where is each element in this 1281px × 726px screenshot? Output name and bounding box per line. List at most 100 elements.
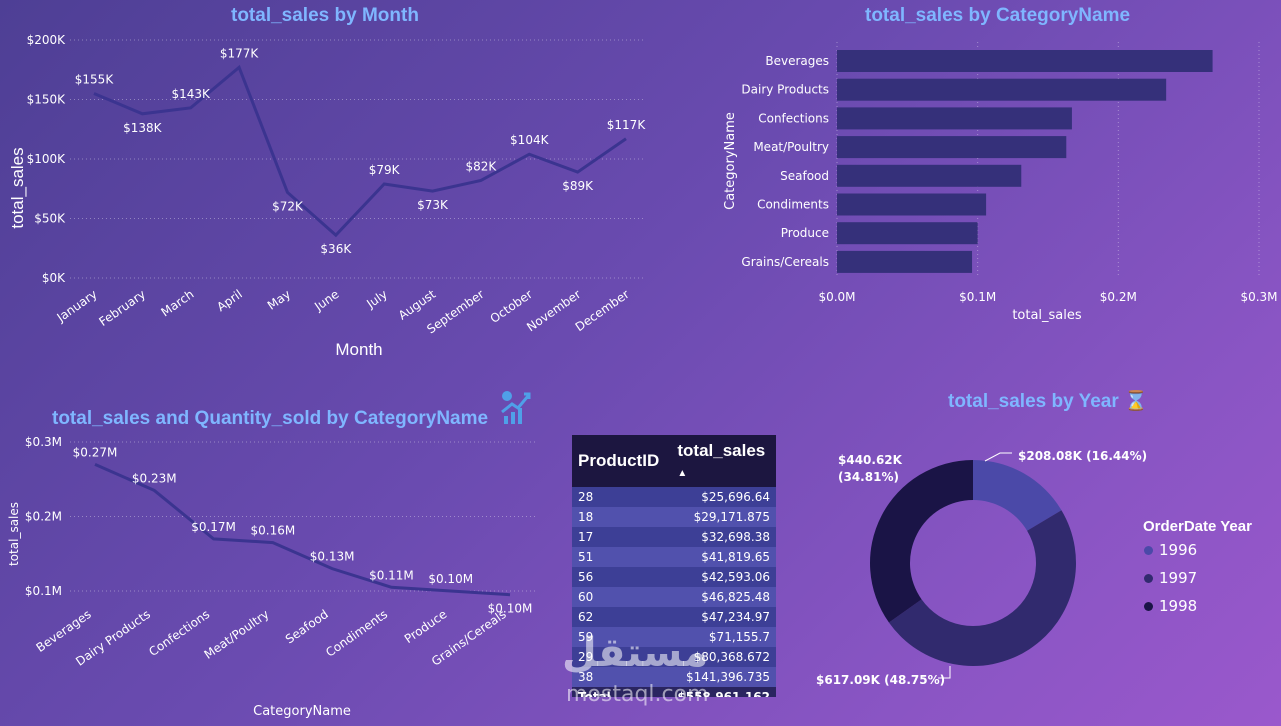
- catqty-series-line: [94, 462, 511, 597]
- legend-item-1997[interactable]: 1997: [1144, 569, 1197, 587]
- catqty-chart-title: total_sales and Quantity_sold by Categor…: [52, 408, 489, 429]
- chart-growth-icon: [498, 388, 532, 430]
- cell-total-sales: $29,171.875: [671, 507, 776, 527]
- table-row[interactable]: 60 $46,825.48: [572, 587, 776, 607]
- cell-productid: 51: [572, 547, 672, 567]
- y-axis-title: total_sales: [8, 147, 27, 228]
- cell-total-sales: $141,396.735: [671, 667, 776, 687]
- column-header-total-sales[interactable]: total_sales ▲: [671, 435, 776, 487]
- y-tick-label: $100K: [27, 152, 67, 166]
- total-value: $558,961.162: [671, 687, 776, 697]
- product-sales-table: ProductID total_sales ▲ 28 $25,696.64 18 $2…: [572, 435, 776, 697]
- table-row[interactable]: 38 $141,396.735: [572, 667, 776, 687]
- x-tick-label: March: [158, 287, 196, 319]
- cell-total-sales: $25,696.64: [671, 487, 776, 507]
- month-series-line: [93, 64, 627, 238]
- table-row[interactable]: 51 $41,819.65: [572, 547, 776, 567]
- cell-productid: 62: [572, 607, 672, 627]
- y-tick-label: $0.2M: [25, 510, 62, 524]
- legend-dot-icon: [1144, 574, 1153, 583]
- x-tick-label: $0.1M: [959, 290, 996, 304]
- category-label: Meat/Poultry: [753, 140, 829, 154]
- column-header-productid[interactable]: ProductID: [572, 435, 672, 487]
- x-tick-label: April: [214, 287, 245, 314]
- category-chart-title: total_sales by CategoryName: [865, 5, 1131, 26]
- x-tick-label: Meat/Poultry: [202, 607, 272, 662]
- table-row[interactable]: 56 $42,593.06: [572, 567, 776, 587]
- table-row[interactable]: 62 $47,234.97: [572, 607, 776, 627]
- data-label: $0.27M: [73, 445, 118, 459]
- category-bar: [837, 222, 978, 245]
- watermark-arabic: مستقل: [562, 630, 709, 676]
- category-bar: [837, 193, 987, 216]
- x-axis-title: Month: [335, 340, 382, 359]
- legend-label: 1996: [1159, 541, 1198, 559]
- x-tick-label: Condiments: [323, 607, 390, 660]
- x-tick-label: $0.3M: [1240, 290, 1277, 304]
- cell-productid: 18: [572, 507, 672, 527]
- donut-slice-1998: [870, 460, 973, 623]
- table-total-row: Total $558,961.162: [572, 687, 776, 697]
- category-bar: [837, 50, 1213, 72]
- month-line-chart: $0K $50K $100K $150K $200K $155K January $138K F…: [8, 33, 646, 359]
- table-row[interactable]: 17 $32,698.38: [572, 527, 776, 547]
- cell-productid: 29: [572, 647, 672, 667]
- cell-total-sales: $71,155.7: [671, 627, 776, 647]
- x-tick-label: Seafood: [283, 607, 331, 647]
- category-label: Grains/Cereals: [741, 255, 829, 269]
- year-chart-title: total_sales by Year ⌛: [948, 391, 1148, 412]
- data-label: $104K: [510, 133, 550, 147]
- leader-line: [984, 452, 1012, 462]
- y-tick-label: $0.1M: [25, 584, 62, 598]
- catqty-line-chart: $0.1M$0.2M$0.3M$0.27MBeverages$0.23MDair…: [7, 435, 535, 719]
- category-label: Beverages: [765, 54, 829, 68]
- y-axis-title: CategoryName: [723, 112, 738, 210]
- category-label: Seafood: [780, 169, 829, 183]
- x-tick-label: May: [265, 287, 293, 313]
- category-bar: [837, 164, 1022, 187]
- cell-productid: 60: [572, 587, 672, 607]
- x-axis-title: CategoryName: [253, 704, 351, 719]
- legend-label: 1997: [1159, 569, 1198, 587]
- data-label: $0.13M: [310, 550, 355, 564]
- cell-productid: 56: [572, 567, 672, 587]
- x-tick-label: November: [524, 287, 583, 334]
- data-label: $0.16M: [250, 524, 295, 538]
- category-bar: [837, 78, 1167, 101]
- x-tick-label: July: [363, 287, 390, 311]
- table-row[interactable]: 28 $25,696.64: [572, 487, 776, 507]
- sort-ascending-icon[interactable]: ▲: [677, 468, 688, 479]
- table-row[interactable]: 18 $29,171.875: [572, 507, 776, 527]
- cell-total-sales: $32,698.38: [671, 527, 776, 547]
- year-legend-title: OrderDate Year: [1143, 518, 1252, 535]
- cell-total-sales: $42,593.06: [671, 567, 776, 587]
- category-bar-chart: $0.0M $0.1M $0.2M $0.3M Beverages Dairy Produ…: [723, 42, 1278, 323]
- x-tick-label: February: [96, 287, 148, 329]
- category-bar: [837, 250, 973, 273]
- data-label: $0.23M: [132, 471, 177, 485]
- cell-productid: 38: [572, 667, 672, 687]
- x-tick-label: $0.0M: [818, 290, 855, 304]
- data-label: $0.17M: [191, 520, 236, 534]
- cell-total-sales: $47,234.97: [671, 607, 776, 627]
- y-tick-label: $200K: [27, 33, 67, 47]
- data-label: $89K: [562, 179, 594, 193]
- data-label: $72K: [272, 199, 304, 213]
- data-label: $0.10M: [428, 572, 473, 586]
- legend-item-1998[interactable]: 1998: [1144, 597, 1197, 615]
- data-label: $82K: [466, 159, 498, 173]
- data-label: $617.09K (48.75%): [816, 673, 945, 687]
- category-label: Produce: [781, 226, 829, 240]
- data-label: $177K: [220, 46, 260, 60]
- table-row[interactable]: 29 $80,368.672: [572, 647, 776, 667]
- data-label: $440.62K: [838, 453, 903, 467]
- x-tick-label: Produce: [402, 607, 450, 646]
- data-label: $73K: [417, 198, 449, 212]
- table-row[interactable]: 59 $71,155.7: [572, 627, 776, 647]
- watermark-latin: mostaql.com: [566, 682, 709, 707]
- legend-item-1996[interactable]: 1996: [1144, 541, 1197, 559]
- x-axis-title: total_sales: [1012, 308, 1082, 323]
- data-label: $0.10M: [488, 602, 533, 616]
- x-tick-label: January: [54, 287, 100, 325]
- legend-dot-icon: [1144, 602, 1153, 611]
